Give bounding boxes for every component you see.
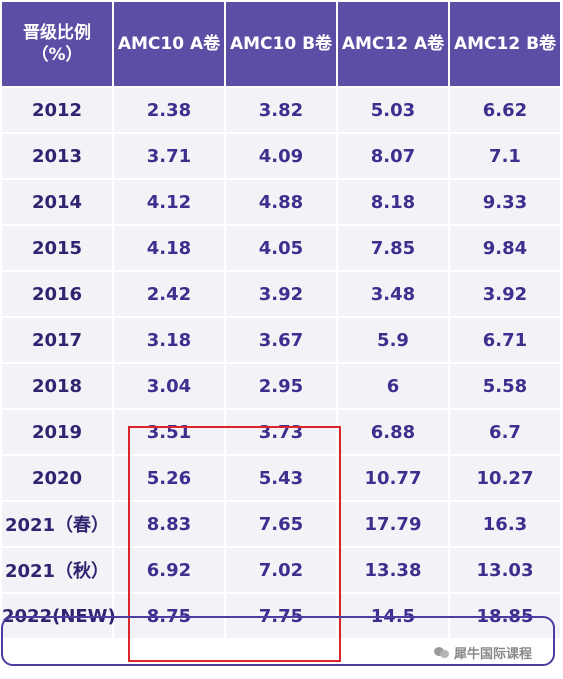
value-cell: 3.48 xyxy=(338,272,448,316)
value-cell: 4.05 xyxy=(226,226,336,270)
value-cell: 7.65 xyxy=(226,502,336,546)
value-cell: 10.27 xyxy=(450,456,560,500)
wechat-icon xyxy=(434,645,450,659)
value-cell: 2.38 xyxy=(114,88,224,132)
value-cell: 8.75 xyxy=(114,594,224,638)
year-cell: 2022(NEW) xyxy=(2,594,116,638)
header-cell-ratio: 晋级比例（%） xyxy=(2,2,112,86)
value-cell: 3.51 xyxy=(114,410,224,454)
year-cell: 2013 xyxy=(2,134,112,178)
value-cell: 7.02 xyxy=(226,548,336,592)
year-cell: 2018 xyxy=(2,364,112,408)
value-cell: 8.07 xyxy=(338,134,448,178)
header-cell-amc12a: AMC12 A卷 xyxy=(338,2,448,86)
header-cell-amc12b: AMC12 B卷 xyxy=(450,2,560,86)
value-cell: 5.9 xyxy=(338,318,448,362)
value-cell: 4.09 xyxy=(226,134,336,178)
value-cell: 3.67 xyxy=(226,318,336,362)
table-row: 2012 2.38 3.82 5.03 6.62 xyxy=(2,88,560,132)
table-row: 2021（秋） 6.92 7.02 13.38 13.03 xyxy=(2,548,560,592)
value-cell: 14.5 xyxy=(338,594,448,638)
table-row: 2017 3.18 3.67 5.9 6.71 xyxy=(2,318,560,362)
value-cell: 3.73 xyxy=(226,410,336,454)
table-row: 2019 3.51 3.73 6.88 6.7 xyxy=(2,410,560,454)
value-cell: 6.92 xyxy=(114,548,224,592)
value-cell: 2.42 xyxy=(114,272,224,316)
table-row: 2021（春） 8.83 7.65 17.79 16.3 xyxy=(2,502,560,546)
table-row: 2015 4.18 4.05 7.85 9.84 xyxy=(2,226,560,270)
value-cell: 10.77 xyxy=(338,456,448,500)
value-cell: 6.88 xyxy=(338,410,448,454)
table-header-row: 晋级比例（%） AMC10 A卷 AMC10 B卷 AMC12 A卷 AMC12… xyxy=(2,2,560,86)
value-cell: 6.7 xyxy=(450,410,560,454)
year-cell: 2020 xyxy=(2,456,112,500)
table-row: 2016 2.42 3.92 3.48 3.92 xyxy=(2,272,560,316)
value-cell: 7.85 xyxy=(338,226,448,270)
watermark-text: 犀牛国际课程 xyxy=(454,646,533,662)
year-cell: 2019 xyxy=(2,410,112,454)
value-cell: 13.03 xyxy=(450,548,560,592)
header-cell-amc10b: AMC10 B卷 xyxy=(226,2,336,86)
header-cell-amc10a: AMC10 A卷 xyxy=(114,2,224,86)
value-cell: 3.82 xyxy=(226,88,336,132)
value-cell: 3.71 xyxy=(114,134,224,178)
year-cell: 2021（秋） xyxy=(2,548,112,592)
value-cell: 2.95 xyxy=(226,364,336,408)
value-cell: 8.18 xyxy=(338,180,448,224)
value-cell: 6.71 xyxy=(450,318,560,362)
value-cell: 7.75 xyxy=(226,594,336,638)
table-row: 2013 3.71 4.09 8.07 7.1 xyxy=(2,134,560,178)
year-cell: 2012 xyxy=(2,88,112,132)
value-cell: 13.38 xyxy=(338,548,448,592)
table-row: 2020 5.26 5.43 10.77 10.27 xyxy=(2,456,560,500)
value-cell: 4.12 xyxy=(114,180,224,224)
value-cell: 3.18 xyxy=(114,318,224,362)
value-cell: 6.62 xyxy=(450,88,560,132)
table-row: 2018 3.04 2.95 6 5.58 xyxy=(2,364,560,408)
value-cell: 4.88 xyxy=(226,180,336,224)
value-cell: 4.18 xyxy=(114,226,224,270)
value-cell: 8.83 xyxy=(114,502,224,546)
value-cell: 9.84 xyxy=(450,226,560,270)
watermark: 犀牛国际课程 xyxy=(432,641,535,663)
table-row: 2014 4.12 4.88 8.18 9.33 xyxy=(2,180,560,224)
value-cell: 5.26 xyxy=(114,456,224,500)
value-cell: 18.85 xyxy=(450,594,560,638)
year-cell: 2014 xyxy=(2,180,112,224)
year-cell: 2017 xyxy=(2,318,112,362)
value-cell: 17.79 xyxy=(338,502,448,546)
value-cell: 6 xyxy=(338,364,448,408)
value-cell: 3.92 xyxy=(226,272,336,316)
value-cell: 9.33 xyxy=(450,180,560,224)
year-cell: 2015 xyxy=(2,226,112,270)
table-row: 2022(NEW) 8.75 7.75 14.5 18.85 xyxy=(2,594,560,638)
year-cell: 2016 xyxy=(2,272,112,316)
pass-rate-table: 晋级比例（%） AMC10 A卷 AMC10 B卷 AMC12 A卷 AMC12… xyxy=(0,0,562,640)
value-cell: 5.58 xyxy=(450,364,560,408)
value-cell: 3.04 xyxy=(114,364,224,408)
table-body: 2012 2.38 3.82 5.03 6.62 2013 3.71 4.09 8.07 7.1 2… xyxy=(2,88,560,638)
value-cell: 5.43 xyxy=(226,456,336,500)
value-cell: 3.92 xyxy=(450,272,560,316)
value-cell: 16.3 xyxy=(450,502,560,546)
year-cell: 2021（春） xyxy=(2,502,112,546)
value-cell: 5.03 xyxy=(338,88,448,132)
value-cell: 7.1 xyxy=(450,134,560,178)
